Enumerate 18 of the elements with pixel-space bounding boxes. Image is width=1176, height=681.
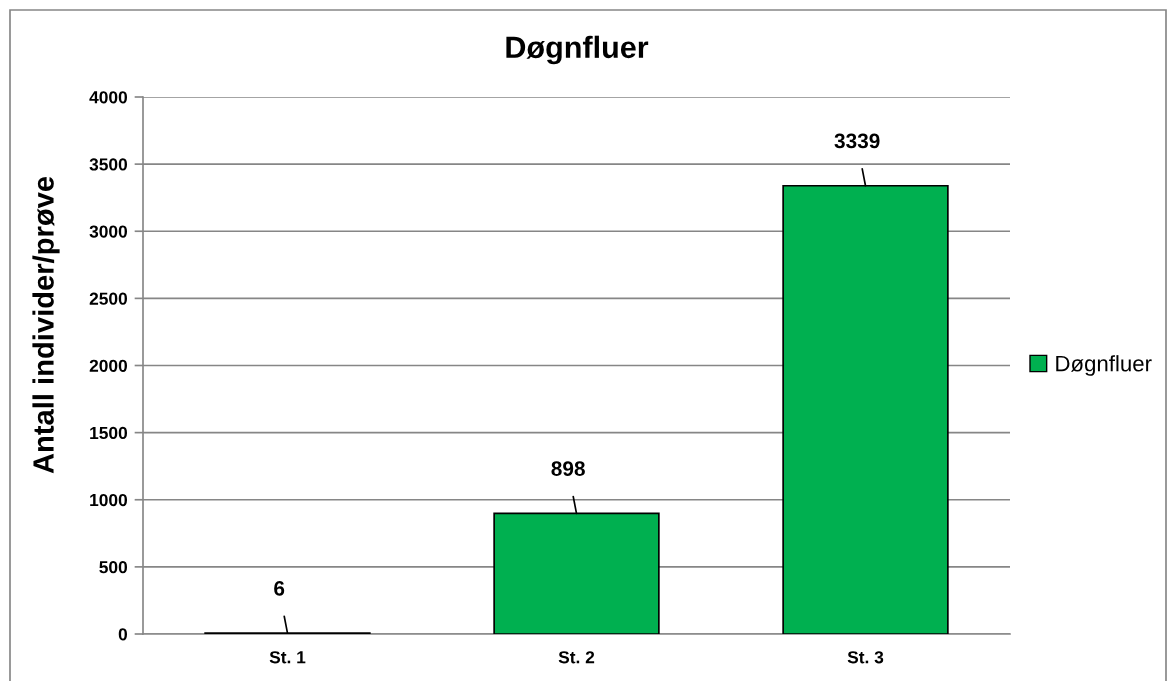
x-tick-label: St. 2 bbox=[558, 651, 595, 664]
data-label: 898 bbox=[551, 461, 585, 476]
legend-label: Døgnfluer bbox=[1056, 355, 1152, 376]
y-tick-label: 1500 bbox=[90, 426, 128, 440]
data-label: 6 bbox=[274, 580, 285, 596]
y-tick-label: 1000 bbox=[90, 493, 128, 507]
chart-title: Døgnfluer bbox=[506, 35, 649, 65]
x-tick-label: St. 1 bbox=[269, 651, 306, 664]
y-tick-label: 2000 bbox=[89, 359, 128, 372]
y-axis-title: Antall individer/prøve bbox=[32, 176, 60, 474]
y-tick-label: 0 bbox=[118, 628, 128, 641]
y-tick-label: 500 bbox=[99, 561, 128, 574]
y-tick-label: 3000 bbox=[89, 225, 128, 238]
y-tick-label: 2500 bbox=[89, 292, 128, 305]
y-tick-label: 4000 bbox=[89, 91, 128, 104]
y-tick-label: 3500 bbox=[89, 158, 128, 171]
x-tick-label: St. 3 bbox=[847, 651, 884, 664]
data-label: 3339 bbox=[834, 133, 880, 149]
